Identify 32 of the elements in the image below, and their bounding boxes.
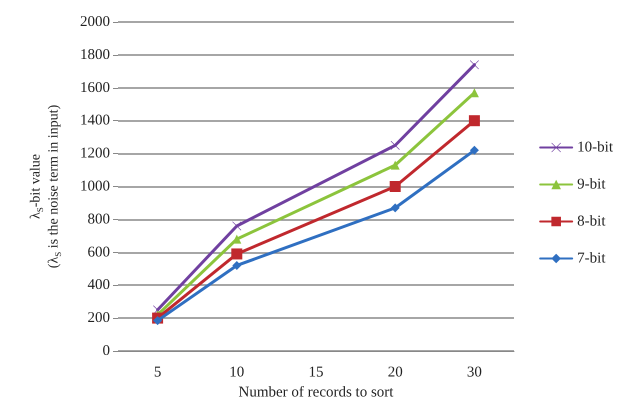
y-tick-label: 200	[88, 310, 110, 326]
y-tick-label: 400	[88, 277, 110, 294]
point	[232, 260, 242, 270]
point	[390, 181, 401, 192]
y-tick-label: 1000	[80, 178, 110, 194]
point	[470, 146, 479, 155]
x-tick-label: 30	[466, 364, 482, 380]
y-tick-label: 1800	[80, 46, 110, 63]
point	[468, 115, 480, 126]
legend-label: 8-bit	[577, 214, 606, 230]
y-tick-label: 2000	[80, 14, 110, 30]
point	[390, 160, 400, 170]
legend-label: 9-bit	[577, 176, 606, 192]
point	[390, 140, 400, 150]
y-tick-label: 1200	[80, 146, 110, 162]
y-tick-label: 800	[88, 211, 110, 228]
y-tick-label: 0	[102, 343, 110, 359]
y-tick-label: 600	[88, 244, 110, 260]
y-tick-label: 1400	[80, 112, 110, 129]
x-tick-label: 15	[308, 364, 324, 380]
legend-label: 7-bit	[577, 250, 606, 266]
point	[232, 221, 242, 230]
point	[153, 316, 162, 326]
x-tick-label: 5	[154, 364, 162, 380]
x-tick-label: 10	[229, 364, 244, 380]
point	[470, 60, 479, 70]
x-tick-label: 20	[388, 364, 403, 380]
point	[390, 203, 400, 212]
x-axis-title: Number of records to sort	[238, 384, 394, 400]
legend-label: 10-bit	[577, 140, 614, 156]
y-tick-label: 1600	[80, 80, 110, 96]
point	[231, 248, 242, 260]
